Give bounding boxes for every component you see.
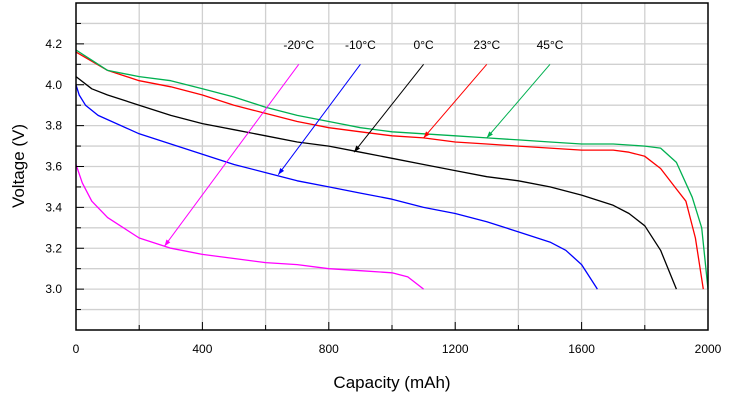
y-axis-label: Voltage (V) [9, 124, 28, 208]
x-tick-label: 800 [319, 342, 339, 356]
x-tick-label: 1200 [442, 342, 469, 356]
grid [76, 3, 708, 330]
arrowhead-icon [164, 239, 171, 247]
series-lines [75, 49, 709, 290]
ticks: 0 400 800 1200 1600 2000 3.0 3.2 3.4 3.6 3.8 4.0 4.2 [45, 22, 722, 356]
arrow-line [486, 63, 551, 139]
y-tick-label: 3.6 [45, 160, 62, 174]
y-tick-label: 3.4 [45, 200, 62, 214]
arrow-line [353, 64, 424, 153]
y-tick-label: 4.2 [45, 37, 62, 51]
arrowhead-icon [486, 131, 493, 138]
x-tick-label: 1600 [568, 342, 595, 356]
series-label: 23°C [473, 38, 500, 52]
series-line [75, 51, 704, 290]
arrow-line [164, 64, 300, 247]
series-labels: -20°C -10°C 0°C 23°C 45°C [283, 38, 563, 52]
arrow-line [423, 63, 488, 139]
x-tick-label: 0 [73, 342, 80, 356]
y-tick-label: 3.8 [45, 119, 62, 133]
series-label: -20°C [283, 38, 314, 52]
series-line [75, 164, 424, 290]
series-line [75, 49, 709, 290]
series-label: 45°C [537, 38, 564, 52]
arrowhead-icon [278, 167, 285, 175]
arrowhead-icon [423, 131, 430, 138]
y-tick-label: 3.2 [45, 241, 62, 255]
x-axis-label: Capacity (mAh) [333, 373, 450, 392]
series-line [75, 76, 678, 290]
series-arrows [164, 63, 551, 247]
x-tick-label: 2000 [695, 342, 722, 356]
series-line [75, 84, 598, 290]
y-tick-label: 4.0 [45, 78, 62, 92]
arrowhead-icon [354, 145, 361, 153]
series-label: 0°C [414, 38, 434, 52]
arrow-line [277, 64, 361, 175]
y-tick-label: 3.0 [45, 282, 62, 296]
x-tick-label: 400 [192, 342, 212, 356]
series-label: -10°C [345, 38, 376, 52]
